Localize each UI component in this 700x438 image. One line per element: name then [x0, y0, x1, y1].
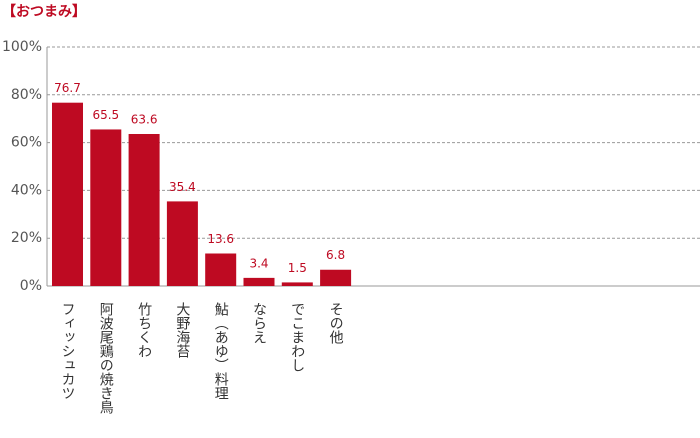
bar	[320, 269, 352, 286]
x-tick-label: でこまわし	[289, 302, 305, 372]
value-label: 63.6	[131, 112, 158, 126]
y-tick-label: 20%	[11, 230, 42, 246]
y-tick-label: 40%	[11, 182, 42, 198]
y-tick-label: 80%	[11, 87, 42, 103]
x-tick-label: 竹ちくわ	[136, 302, 152, 358]
value-label: 13.6	[207, 232, 234, 246]
value-label: 76.7	[54, 81, 81, 95]
x-tick-label: ならえ	[251, 302, 267, 344]
value-label: 35.4	[169, 180, 196, 194]
x-tick-label: 大野海苔	[174, 302, 190, 358]
bar	[52, 102, 83, 286]
value-label: 65.5	[92, 108, 119, 122]
bar	[166, 201, 198, 286]
y-tick-label: 100%	[2, 39, 42, 55]
x-tick-label: 鮎（あゆ）料理	[213, 302, 229, 400]
bar	[128, 133, 160, 286]
value-label: 6.8	[326, 248, 345, 262]
value-label: 3.4	[249, 256, 268, 270]
x-tick-label: 阿波尾鶏の焼き鳥	[98, 302, 114, 414]
bar	[281, 282, 313, 286]
x-tick-label: その他	[328, 302, 344, 345]
bar	[205, 253, 237, 286]
y-tick-label: 60%	[11, 135, 42, 151]
chart-title: 【おつまみ】	[2, 4, 86, 20]
value-label: 1.5	[288, 261, 307, 275]
x-tick-label: フィッシュカツ	[60, 302, 76, 400]
y-tick-label: 0%	[20, 278, 42, 294]
bar	[243, 277, 275, 286]
bar	[90, 129, 122, 286]
